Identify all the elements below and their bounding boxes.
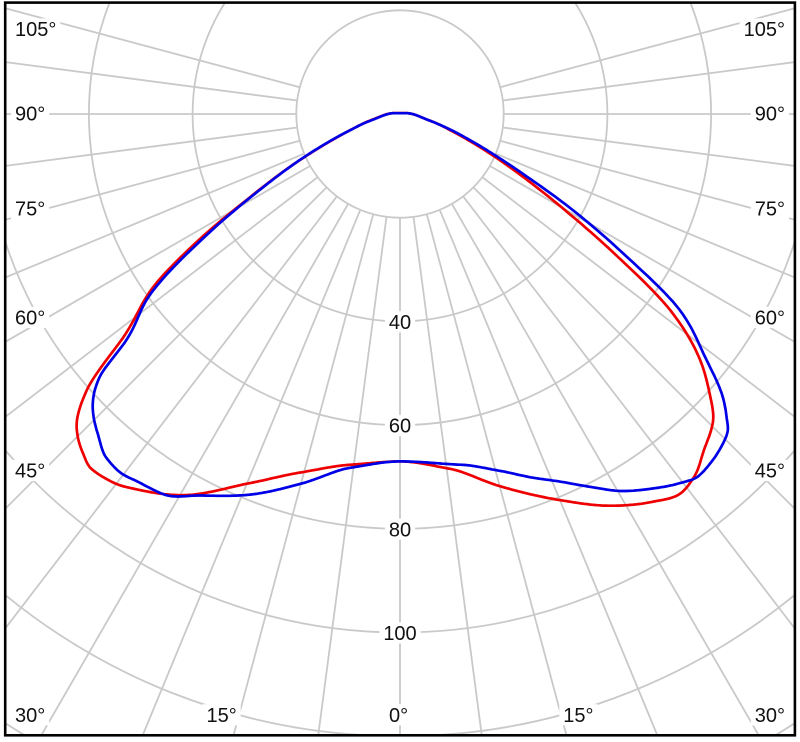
svg-text:15°: 15° <box>206 705 236 727</box>
svg-text:105°: 105° <box>15 19 56 41</box>
svg-text:45°: 45° <box>755 461 785 483</box>
svg-text:40: 40 <box>389 312 411 334</box>
svg-text:60°: 60° <box>755 308 785 330</box>
svg-text:45°: 45° <box>15 461 45 483</box>
svg-text:15°: 15° <box>563 705 593 727</box>
svg-text:80: 80 <box>389 519 411 541</box>
svg-text:60°: 60° <box>15 308 45 330</box>
svg-text:100: 100 <box>383 623 416 645</box>
svg-text:75°: 75° <box>755 199 785 221</box>
svg-text:90°: 90° <box>15 104 45 126</box>
svg-text:60: 60 <box>389 416 411 438</box>
svg-text:0°: 0° <box>389 705 408 727</box>
svg-text:75°: 75° <box>15 199 45 221</box>
svg-text:105°: 105° <box>744 19 785 41</box>
svg-text:90°: 90° <box>755 104 785 126</box>
svg-text:30°: 30° <box>755 705 785 727</box>
svg-text:30°: 30° <box>15 705 45 727</box>
